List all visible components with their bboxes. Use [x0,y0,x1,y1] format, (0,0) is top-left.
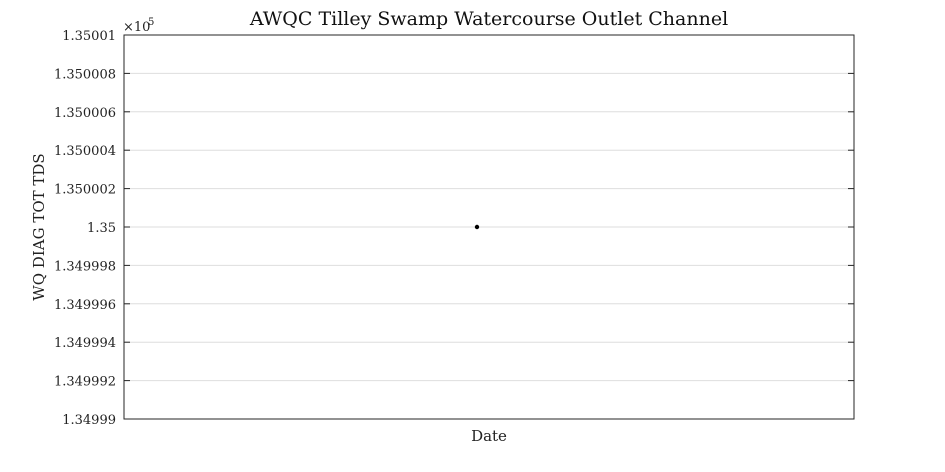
y-tick-label: 1.349998 [54,259,116,274]
chart-title: AWQC Tilley Swamp Watercourse Outlet Cha… [249,8,728,30]
y-tick-label: 1.349994 [54,336,116,351]
x-axis-label: Date [471,427,507,445]
y-ticks: 1.34999 1.349992 1.349994 1.349996 1.349998 1… [54,29,854,428]
y-tick-label: 1.349992 [54,375,116,390]
gridlines [124,72,854,382]
y-tick-label: 1.350008 [54,67,116,82]
data-points [474,224,480,230]
y-tick-label: 1.350004 [54,144,116,159]
exponent-power: 5 [148,17,154,28]
y-tick-label: 1.350006 [54,106,116,121]
y-tick-label: 1.34999 [62,413,116,428]
y-axis-label: WQ DIAG TOT TDS [30,153,48,300]
y-exponent-label: ×10 5 [123,17,154,35]
exponent-base: ×10 [123,20,150,35]
y-tick-label: 1.35 [87,221,116,236]
y-tick-label: 1.350002 [54,183,116,198]
y-tick-label: 1.35001 [62,29,116,44]
y-tick-label: 1.349996 [54,298,116,313]
data-point [474,224,480,230]
